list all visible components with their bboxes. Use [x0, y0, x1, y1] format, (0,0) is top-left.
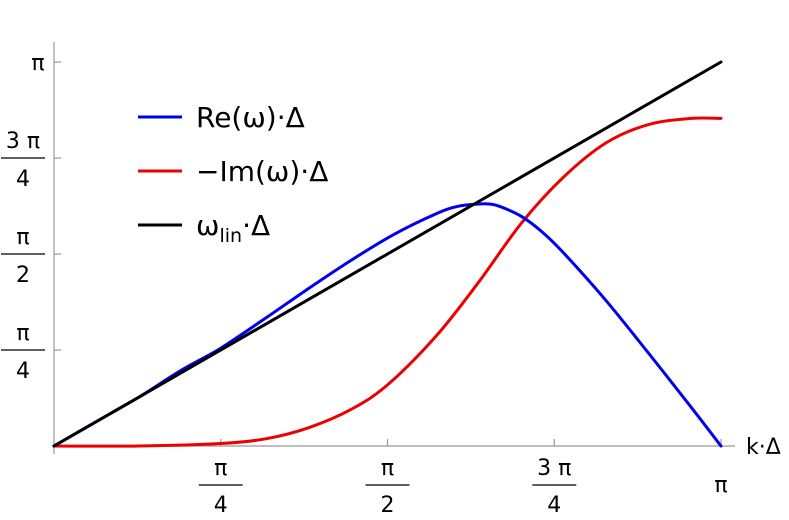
x-tick-denominator: 4	[214, 493, 228, 518]
y-tick-label: π	[31, 51, 44, 76]
y-tick-denominator: 2	[16, 263, 30, 288]
x-tick-denominator: 4	[547, 493, 561, 518]
x-tick-numerator: π	[381, 456, 394, 481]
x-ticks: π 4 π 2 3 π 4 π	[198, 439, 728, 518]
series-line-1	[52, 202, 723, 448]
y-ticks: π 4 π 2 3 π 4 π	[1, 51, 61, 384]
x-tick-numerator: 3 π	[537, 456, 571, 481]
y-tick-numerator: 3 π	[6, 129, 40, 154]
legend-label-1: Re(ω)·Δ	[196, 101, 305, 134]
y-tick-denominator: 4	[16, 359, 30, 384]
legend: Re(ω)·Δ −Im(ω)·Δ ωlin·Δ	[138, 101, 328, 247]
x-axis-label: k·Δ	[746, 435, 781, 460]
y-tick-numerator: π	[16, 225, 29, 250]
series-line-2	[52, 116, 723, 448]
legend-label-2: −Im(ω)·Δ	[196, 155, 328, 188]
y-tick-numerator: π	[16, 321, 29, 346]
x-tick-label: π	[714, 473, 727, 498]
x-tick-denominator: 2	[381, 493, 395, 518]
y-tick-denominator: 4	[16, 167, 30, 192]
legend-label-3: ωlin·Δ	[196, 209, 270, 247]
series-layer	[52, 60, 723, 448]
axes: π 4 π 2 3 π 4 π π 4 π 2 3 π 4 π k·Δ	[1, 42, 781, 518]
series-line-3	[52, 60, 723, 448]
x-tick-numerator: π	[214, 456, 227, 481]
